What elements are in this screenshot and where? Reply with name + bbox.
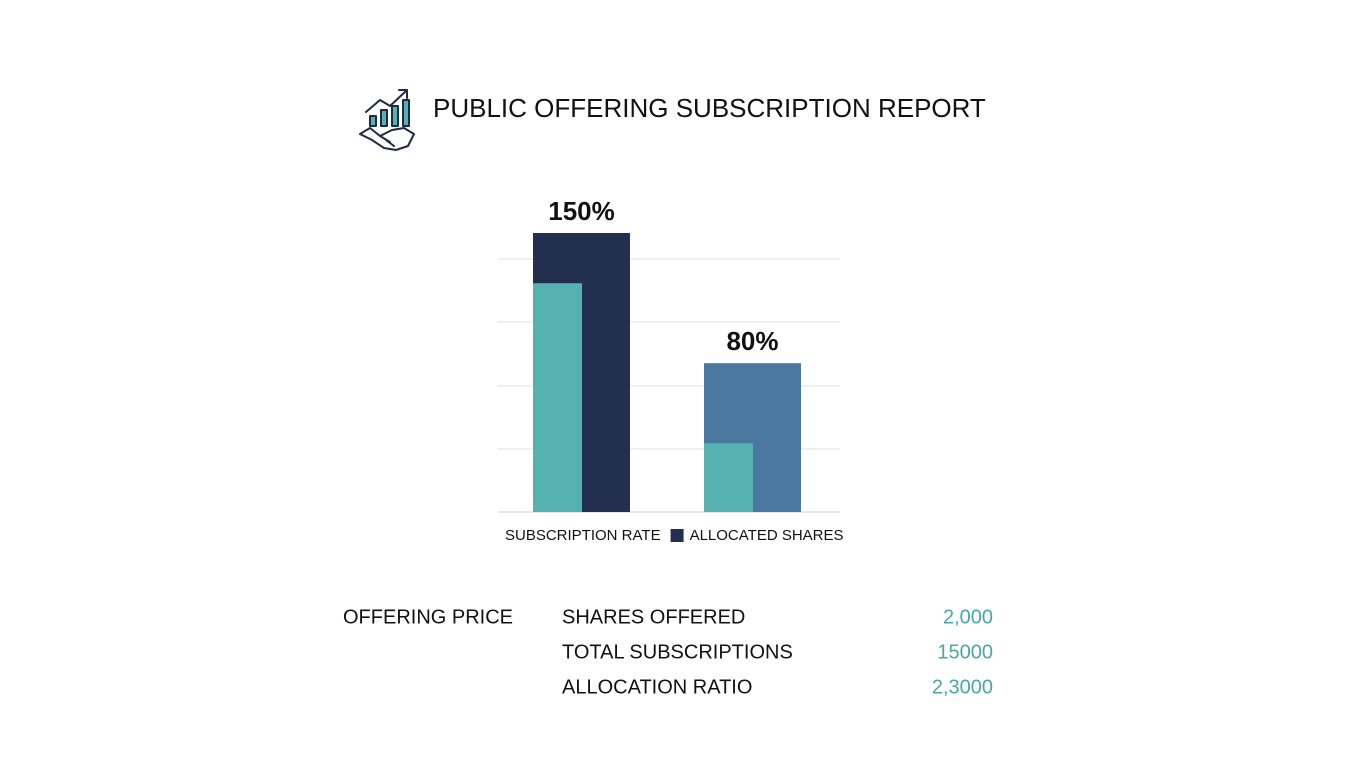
bar <box>533 283 582 512</box>
details-heading: OFFERING PRICE <box>343 606 513 628</box>
detail-value: 15000 <box>937 641 993 663</box>
value-label: 80% <box>726 326 778 356</box>
detail-label: TOTAL SUBSCRIPTIONS <box>562 641 793 663</box>
detail-label: ALLOCATION RATIO <box>562 676 752 698</box>
detail-value: 2,000 <box>943 606 993 628</box>
legend-label: SUBSCRIPTION RATE <box>505 527 661 544</box>
detail-label: SHARES OFFERED <box>562 606 745 628</box>
legend-label: ALLOCATED SHARES <box>690 527 844 544</box>
bar <box>704 443 753 512</box>
detail-value: 2,3000 <box>932 676 993 698</box>
report-title: PUBLIC OFFERING SUBSCRIPTION REPORT <box>433 93 986 123</box>
value-label: 150% <box>548 196 615 226</box>
legend-swatch <box>670 529 684 542</box>
report-icon <box>359 89 415 151</box>
